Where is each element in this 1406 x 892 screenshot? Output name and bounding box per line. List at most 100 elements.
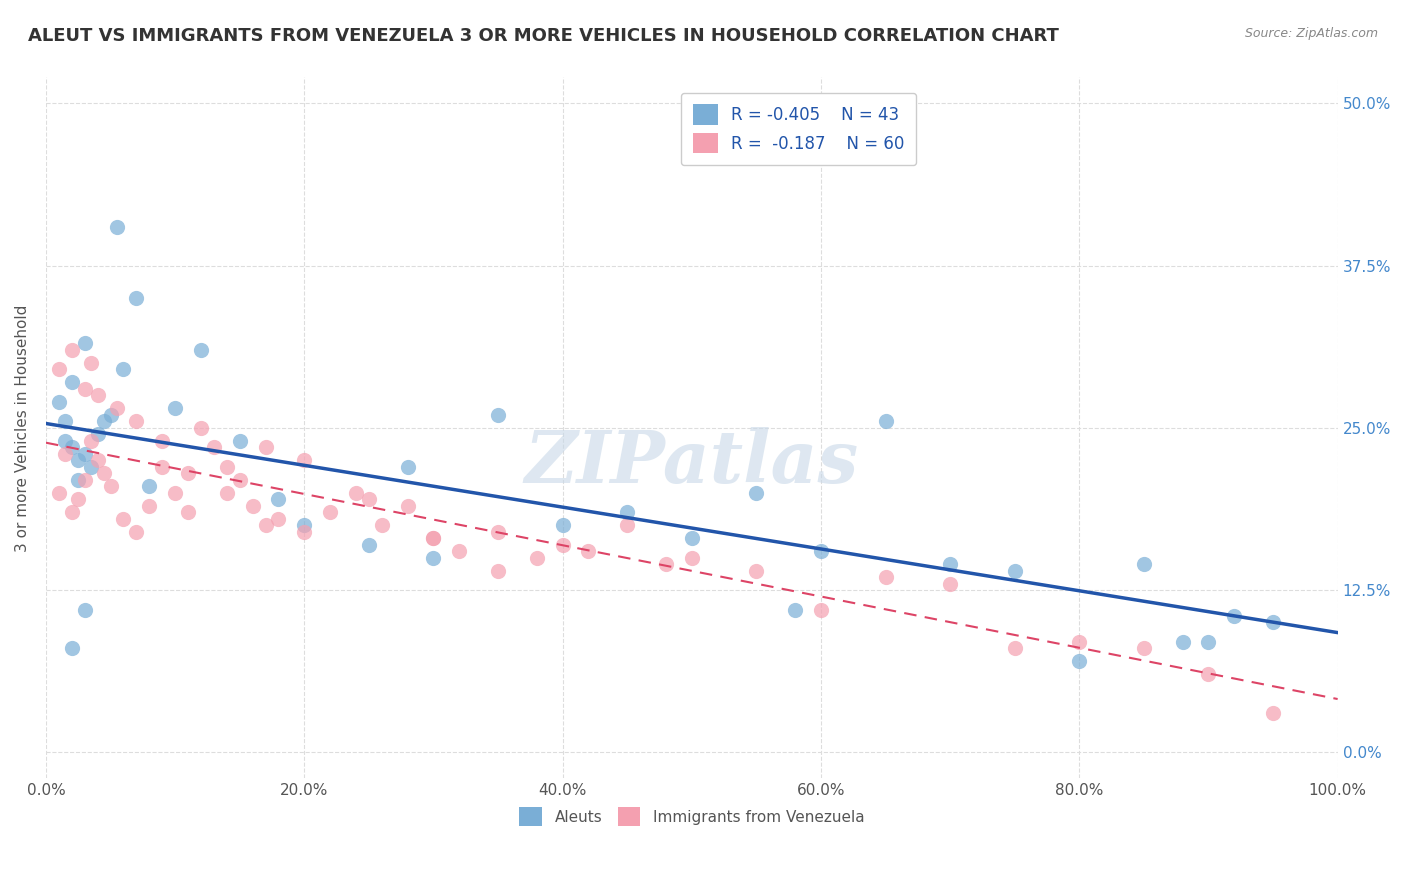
Point: [67, 453, 90, 467]
Point: [449, 544, 471, 558]
Point: [48, 395, 70, 409]
Point: [60, 641, 83, 656]
Point: [48, 485, 70, 500]
Point: [745, 485, 768, 500]
Point: [344, 485, 367, 500]
Point: [551, 538, 574, 552]
Point: [1261, 706, 1284, 721]
Point: [875, 414, 897, 428]
Point: [138, 499, 160, 513]
Point: [190, 343, 212, 357]
Point: [267, 492, 290, 507]
Point: [177, 467, 200, 481]
Point: [486, 524, 509, 539]
Point: [190, 421, 212, 435]
Point: [578, 544, 600, 558]
Point: [53, 414, 76, 428]
Point: [292, 518, 315, 533]
Point: [1004, 564, 1026, 578]
Point: [939, 576, 962, 591]
Point: [422, 531, 444, 545]
Point: [73, 336, 96, 351]
Point: [1069, 655, 1091, 669]
Text: ZIPatlas: ZIPatlas: [524, 427, 859, 499]
Point: [112, 362, 135, 376]
Point: [1133, 557, 1156, 571]
Point: [319, 505, 342, 519]
Point: [486, 408, 509, 422]
Point: [80, 356, 103, 370]
Point: [939, 557, 962, 571]
Point: [138, 479, 160, 493]
Point: [53, 447, 76, 461]
Point: [53, 434, 76, 448]
Point: [616, 505, 638, 519]
Point: [292, 453, 315, 467]
Point: [228, 434, 250, 448]
Point: [150, 434, 173, 448]
Legend: Aleuts, Immigrants from Venezuela: Aleuts, Immigrants from Venezuela: [512, 800, 872, 834]
Point: [242, 499, 264, 513]
Point: [215, 459, 238, 474]
Point: [1198, 667, 1220, 681]
Point: [80, 434, 103, 448]
Point: [60, 440, 83, 454]
Point: [422, 531, 444, 545]
Point: [1198, 635, 1220, 649]
Point: [60, 343, 83, 357]
Point: [93, 467, 115, 481]
Point: [616, 518, 638, 533]
Text: ALEUT VS IMMIGRANTS FROM VENEZUELA 3 OR MORE VEHICLES IN HOUSEHOLD CORRELATION C: ALEUT VS IMMIGRANTS FROM VENEZUELA 3 OR …: [28, 27, 1059, 45]
Point: [357, 492, 380, 507]
Point: [396, 499, 419, 513]
Point: [105, 401, 128, 416]
Point: [1223, 609, 1246, 624]
Point: [60, 376, 83, 390]
Point: [86, 388, 108, 402]
Point: [254, 440, 277, 454]
Point: [165, 485, 187, 500]
Point: [60, 505, 83, 519]
Point: [86, 427, 108, 442]
Point: [526, 550, 548, 565]
Point: [93, 414, 115, 428]
Point: [254, 518, 277, 533]
Point: [125, 291, 148, 305]
Point: [1133, 641, 1156, 656]
Point: [785, 602, 807, 616]
Point: [125, 524, 148, 539]
Point: [165, 401, 187, 416]
Point: [1171, 635, 1194, 649]
Point: [177, 505, 200, 519]
Point: [86, 453, 108, 467]
Point: [396, 459, 419, 474]
Point: [357, 538, 380, 552]
Point: [486, 564, 509, 578]
Point: [371, 518, 394, 533]
Point: [67, 473, 90, 487]
Point: [422, 550, 444, 565]
Point: [551, 518, 574, 533]
Point: [1261, 615, 1284, 630]
Point: [655, 557, 678, 571]
Point: [73, 473, 96, 487]
Text: Source: ZipAtlas.com: Source: ZipAtlas.com: [1244, 27, 1378, 40]
Point: [681, 531, 703, 545]
Point: [810, 544, 832, 558]
Point: [73, 602, 96, 616]
Point: [100, 408, 122, 422]
Point: [125, 414, 148, 428]
Point: [202, 440, 225, 454]
Point: [73, 382, 96, 396]
Point: [100, 479, 122, 493]
Point: [267, 511, 290, 525]
Point: [80, 459, 103, 474]
Point: [105, 219, 128, 234]
Y-axis label: 3 or more Vehicles in Household: 3 or more Vehicles in Household: [15, 304, 30, 551]
Point: [292, 524, 315, 539]
Point: [681, 550, 703, 565]
Point: [150, 459, 173, 474]
Point: [875, 570, 897, 584]
Point: [228, 473, 250, 487]
Point: [1069, 635, 1091, 649]
